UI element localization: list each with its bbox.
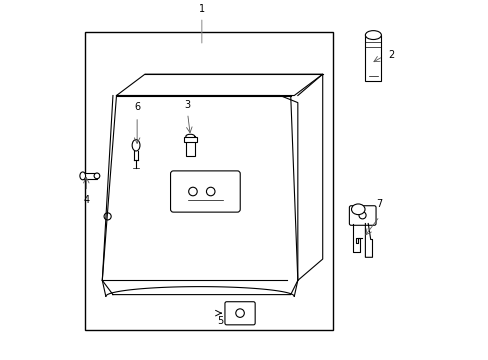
Bar [185, 136, 194, 156]
Bar [82, 173, 97, 179]
Text: 2: 2 [387, 50, 394, 60]
Ellipse shape [351, 204, 364, 215]
FancyBboxPatch shape [170, 171, 240, 212]
Ellipse shape [132, 140, 140, 151]
Text: 7: 7 [376, 199, 382, 209]
FancyBboxPatch shape [224, 302, 255, 325]
Ellipse shape [185, 134, 194, 139]
Bar [365, 35, 381, 81]
Bar [183, 138, 197, 143]
Ellipse shape [94, 173, 100, 179]
Text: 4: 4 [83, 195, 89, 205]
Text: 3: 3 [184, 100, 190, 110]
Text: 1: 1 [198, 4, 204, 14]
FancyBboxPatch shape [348, 206, 375, 225]
Text: 5: 5 [217, 316, 223, 326]
Text: 6: 6 [134, 102, 140, 112]
Bar [84, 32, 333, 330]
Ellipse shape [365, 31, 381, 40]
Ellipse shape [80, 172, 85, 180]
